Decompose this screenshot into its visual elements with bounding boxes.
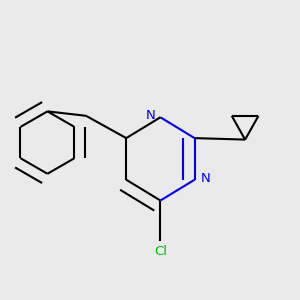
Text: Cl: Cl [154, 244, 167, 257]
Text: N: N [201, 172, 211, 185]
Text: N: N [145, 109, 155, 122]
